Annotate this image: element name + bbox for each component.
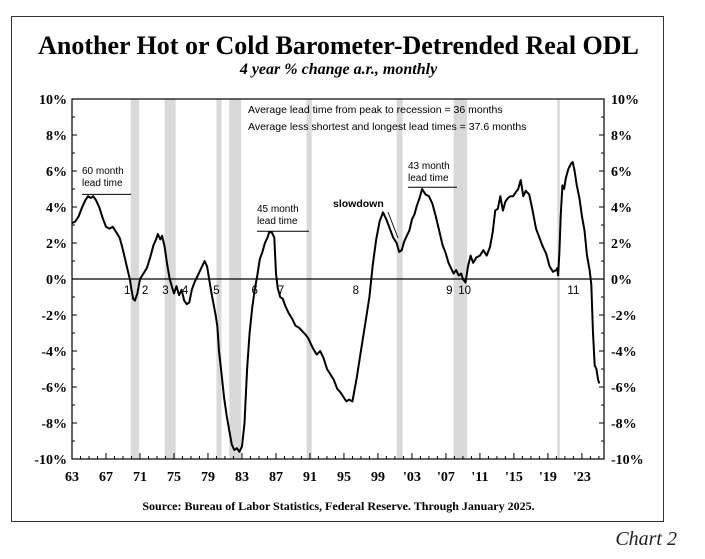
x-tick-label: 87 <box>269 470 283 485</box>
x-tick-label: 95 <box>337 470 351 485</box>
slowdown-pointer <box>387 211 399 239</box>
chart-title: Another Hot or Cold Barometer-Detrended … <box>38 31 639 60</box>
x-tick-label: 63 <box>65 470 79 485</box>
annotation-45-month: 45 month <box>257 204 299 215</box>
x-tick-label: 91 <box>303 470 317 485</box>
y-tick-label-left: -10% <box>34 453 67 468</box>
chart-subtitle: 4 year % change a.r., monthly <box>239 61 438 78</box>
source-note: Source: Bureau of Labor Statistics, Fede… <box>142 499 535 513</box>
x-tick-label: 83 <box>235 470 249 485</box>
annotation-60-month: 60 month <box>82 166 124 177</box>
y-tick-label-right: 10% <box>611 93 639 108</box>
y-tick-label-right: 8% <box>611 129 632 144</box>
x-tick-label: 99 <box>371 470 385 485</box>
y-tick-label-left: -6% <box>41 381 67 396</box>
y-tick-label-right: 0% <box>611 273 632 288</box>
annotation-60-month-lead: lead time <box>82 178 123 189</box>
y-tick-label-left: -2% <box>41 309 67 324</box>
series-line <box>71 161 601 453</box>
y-tick-label-left: -8% <box>41 417 67 432</box>
annotation-lead-trimmed: Average less shortest and longest lead t… <box>248 121 527 133</box>
chart-frame: Another Hot or Cold Barometer-Detrended … <box>11 16 664 522</box>
recession-number: 6 <box>252 285 258 297</box>
recession-number: 11 <box>567 285 579 297</box>
x-tick-label: '15 <box>505 470 523 485</box>
x-tick-label: '19 <box>539 470 557 485</box>
y-tick-label-left: 2% <box>46 237 67 252</box>
y-tick-label-left: 10% <box>39 93 67 108</box>
y-tick-label-left: 0% <box>46 273 67 288</box>
recession-number: 7 <box>278 285 284 297</box>
x-tick-label: '03 <box>403 470 421 485</box>
x-tick-label: 75 <box>167 470 181 485</box>
recession-number: 5 <box>213 285 219 297</box>
y-tick-label-right: -4% <box>611 345 637 360</box>
recession-number: 4 <box>182 285 189 297</box>
y-tick-label-right: 6% <box>611 165 632 180</box>
annotation-43-month-lead: lead time <box>408 173 449 184</box>
chart-number-label: Chart 2 <box>615 528 677 550</box>
x-tick-label: '23 <box>573 470 591 485</box>
recession-number: 9 <box>446 285 452 297</box>
annotation-lead-average: Average lead time from peak to recession… <box>248 104 503 116</box>
recession-number: 10 <box>458 285 471 297</box>
annotation-45-month-lead: lead time <box>257 216 298 227</box>
y-tick-label-left: 4% <box>46 201 67 216</box>
recession-number: 2 <box>142 285 148 297</box>
y-tick-label-right: 2% <box>611 237 632 252</box>
y-tick-label-left: 8% <box>46 129 67 144</box>
y-tick-label-right: -10% <box>611 453 644 468</box>
recession-number: 1 <box>124 285 130 297</box>
y-tick-label-right: -6% <box>611 381 637 396</box>
x-tick-label: '07 <box>437 470 455 485</box>
annotation-43-month: 43 month <box>408 161 450 172</box>
x-tick-label: '11 <box>471 470 488 485</box>
y-tick-label-left: -4% <box>41 345 67 360</box>
recession-number: 3 <box>162 285 168 297</box>
x-tick-label: 79 <box>201 470 215 485</box>
y-tick-label-right: 4% <box>611 201 632 216</box>
y-tick-label-right: -2% <box>611 309 637 324</box>
annotation-slowdown: slowdown <box>333 198 384 210</box>
recession-number: 8 <box>353 285 359 297</box>
x-tick-label: 71 <box>133 470 147 485</box>
y-tick-label-right: -8% <box>611 417 637 432</box>
y-tick-label-left: 6% <box>46 165 67 180</box>
x-tick-label: 67 <box>99 470 113 485</box>
